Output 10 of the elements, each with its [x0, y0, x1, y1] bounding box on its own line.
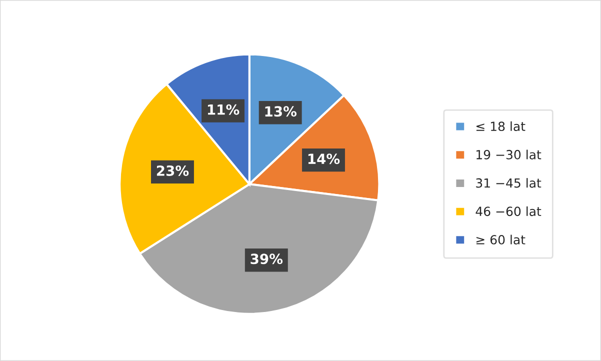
legend-label: 46 −60 lat: [476, 206, 542, 216]
data-label: 11%: [208, 104, 240, 115]
legend-label: 19 −30 lat: [476, 150, 542, 160]
data-label: 39%: [250, 254, 283, 264]
data-label: 14%: [308, 154, 340, 164]
data-label: 23%: [156, 165, 189, 176]
data-label: 13%: [265, 106, 297, 117]
legend-label: ≥ 60 lat: [476, 234, 526, 244]
legend-label: 31 −45 lat: [476, 178, 542, 188]
legend-label: ≤ 18 lat: [476, 121, 526, 132]
